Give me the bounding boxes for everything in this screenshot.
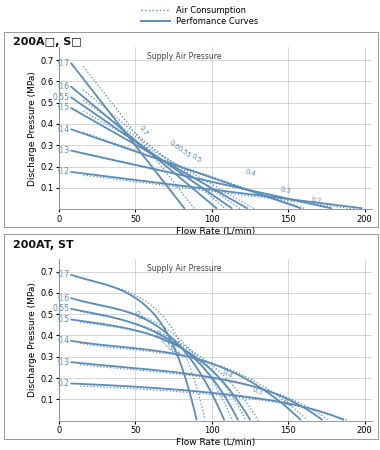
Text: 0.5: 0.5 xyxy=(190,153,203,164)
Text: 0.6: 0.6 xyxy=(57,294,70,303)
Text: 0.5: 0.5 xyxy=(57,104,70,112)
Text: 200AT, ST: 200AT, ST xyxy=(13,240,74,250)
Text: 0.55: 0.55 xyxy=(158,336,173,352)
Text: 0.2: 0.2 xyxy=(282,399,294,408)
Text: 0.4: 0.4 xyxy=(57,336,70,345)
Text: 0.5: 0.5 xyxy=(169,346,181,359)
Text: 200A□, S□: 200A□, S□ xyxy=(13,37,82,47)
Text: 0.6: 0.6 xyxy=(167,140,180,151)
Text: 0.55: 0.55 xyxy=(52,93,70,102)
Text: 0.2: 0.2 xyxy=(58,379,70,388)
Text: 0.4: 0.4 xyxy=(57,125,70,134)
Text: 0.3: 0.3 xyxy=(279,186,291,194)
Text: 0.5: 0.5 xyxy=(57,315,70,324)
Text: 0.7: 0.7 xyxy=(138,124,149,137)
Text: Supply Air Pressure: Supply Air Pressure xyxy=(147,264,221,273)
Text: 0.55: 0.55 xyxy=(176,145,192,159)
Text: 0.3: 0.3 xyxy=(57,358,70,367)
Text: 0.4: 0.4 xyxy=(244,168,256,178)
Text: 0.2: 0.2 xyxy=(58,167,70,176)
Text: 0.6: 0.6 xyxy=(57,82,70,91)
Legend: Air Consumption, Perfomance Curves: Air Consumption, Perfomance Curves xyxy=(137,2,262,29)
Text: 0.4: 0.4 xyxy=(221,369,233,379)
Text: 0.6: 0.6 xyxy=(152,329,164,342)
Text: 0.7: 0.7 xyxy=(57,270,70,279)
Text: 0.55: 0.55 xyxy=(52,304,70,313)
Text: Supply Air Pressure: Supply Air Pressure xyxy=(147,52,221,61)
Text: 0.7: 0.7 xyxy=(57,59,70,68)
Text: 0.2: 0.2 xyxy=(310,197,322,204)
Y-axis label: Discharge Pressure (MPa): Discharge Pressure (MPa) xyxy=(28,282,37,397)
Text: 0.7: 0.7 xyxy=(133,310,144,323)
Y-axis label: Discharge Pressure (MPa): Discharge Pressure (MPa) xyxy=(28,71,37,186)
X-axis label: Flow Rate (L/min): Flow Rate (L/min) xyxy=(176,438,255,447)
Text: 0.3: 0.3 xyxy=(251,386,264,396)
Text: 0.3: 0.3 xyxy=(57,146,70,155)
X-axis label: Flow Rate (L/min): Flow Rate (L/min) xyxy=(176,227,255,236)
